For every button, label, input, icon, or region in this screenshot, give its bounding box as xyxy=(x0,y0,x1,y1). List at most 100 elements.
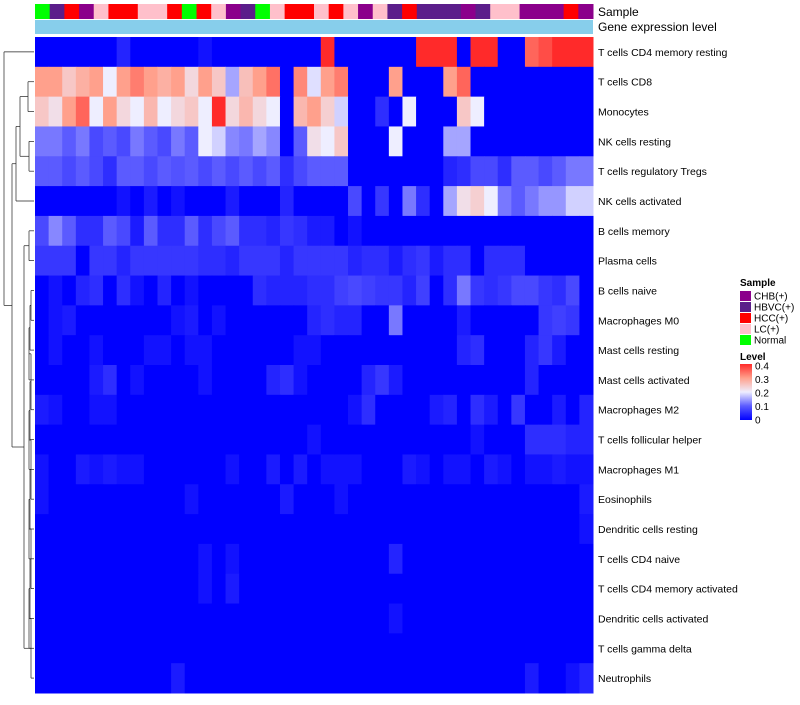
heatmap-cell xyxy=(143,543,158,575)
heatmap-cell xyxy=(252,66,267,98)
heatmap-cell xyxy=(579,394,594,426)
heatmap-cell xyxy=(429,424,444,455)
heatmap-cell xyxy=(320,603,335,634)
heatmap-cell xyxy=(143,365,158,396)
heatmap-cell xyxy=(130,543,145,575)
heatmap-cell xyxy=(579,573,594,605)
heatmap-cell xyxy=(497,335,512,366)
heatmap-cell xyxy=(402,335,417,366)
heatmap-cell xyxy=(320,573,335,605)
heatmap-cell xyxy=(252,305,267,336)
heatmap-cell xyxy=(293,484,308,515)
heatmap-cell xyxy=(348,603,363,634)
heatmap-cell xyxy=(361,215,376,247)
heatmap-cell xyxy=(293,215,308,247)
heatmap-cell xyxy=(443,215,458,247)
heatmap-cell xyxy=(239,66,254,98)
row-label: NK cells activated xyxy=(598,196,682,208)
heatmap-cell xyxy=(48,424,63,455)
heatmap-cell xyxy=(497,573,512,605)
heatmap-cell xyxy=(524,37,540,68)
heatmap-cell xyxy=(320,156,335,187)
heatmap-cell xyxy=(130,305,145,336)
heatmap-cell xyxy=(388,275,403,306)
heatmap-cell xyxy=(307,603,322,634)
heatmap-cell xyxy=(89,514,104,545)
heatmap-cell xyxy=(307,156,322,187)
heatmap-cell xyxy=(143,245,158,277)
heatmap-cell xyxy=(157,215,172,247)
heatmap-cell xyxy=(252,424,267,455)
legend-level-title: Level xyxy=(740,352,766,363)
heatmap-cell xyxy=(456,37,472,68)
heatmap-cell xyxy=(130,126,145,157)
heatmap-cell xyxy=(524,454,540,485)
heatmap-cell xyxy=(103,126,118,157)
heatmap-cell xyxy=(565,37,580,68)
heatmap-cell xyxy=(524,305,540,336)
heatmap-cell xyxy=(116,484,131,515)
heatmap-cell xyxy=(538,454,553,485)
heatmap-cell xyxy=(307,514,322,545)
heatmap-cell xyxy=(184,484,199,515)
heatmap-cell xyxy=(62,335,77,366)
heatmap-cell xyxy=(565,245,580,277)
heatmap-cell xyxy=(416,245,431,277)
heatmap-cell xyxy=(279,215,295,247)
heatmap-cell xyxy=(565,633,580,664)
heatmap-cell xyxy=(456,454,472,485)
heatmap-cell xyxy=(266,394,281,426)
heatmap-cell xyxy=(320,215,335,247)
heatmap-cell xyxy=(279,394,295,426)
heatmap-cell xyxy=(279,454,295,485)
heatmap-cell xyxy=(524,424,540,455)
heatmap-cell xyxy=(511,335,526,366)
heatmap-cell xyxy=(62,186,77,217)
row-dendrogram xyxy=(3,51,34,679)
heatmap-cell xyxy=(429,603,444,634)
heatmap-cell xyxy=(171,215,186,247)
heatmap-cell xyxy=(361,573,376,605)
heatmap-cell xyxy=(116,275,131,306)
heatmap-cell xyxy=(361,186,376,217)
heatmap-cell xyxy=(524,275,540,306)
heatmap-cell xyxy=(198,245,213,277)
heatmap-cell xyxy=(552,603,567,634)
heatmap-cell xyxy=(361,156,376,187)
heatmap-cell xyxy=(279,96,295,127)
heatmap-cell xyxy=(35,126,50,157)
heatmap-cell xyxy=(565,335,580,366)
heatmap-cell xyxy=(293,365,308,396)
heatmap-cell xyxy=(538,394,553,426)
heatmap-cell xyxy=(524,394,540,426)
sample-annotation-cell xyxy=(284,4,300,19)
heatmap-cell xyxy=(62,663,77,694)
heatmap-cell xyxy=(75,663,90,694)
heatmap-cell xyxy=(184,543,199,575)
heatmap-cell xyxy=(470,186,485,217)
heatmap-cell xyxy=(103,335,118,366)
expression-annotation-bar xyxy=(35,20,593,34)
heatmap-cell xyxy=(116,543,131,575)
heatmap-cell xyxy=(361,365,376,396)
heatmap-cell xyxy=(443,543,458,575)
heatmap-cell xyxy=(497,245,512,277)
legend-sample-title: Sample xyxy=(740,278,776,289)
legend-label: HCC(+) xyxy=(754,314,788,325)
heatmap-cell xyxy=(157,543,172,575)
heatmap-cell xyxy=(470,663,485,694)
heatmap-cell xyxy=(443,335,458,366)
heatmap-cell xyxy=(103,37,118,68)
heatmap-cell xyxy=(565,186,580,217)
heatmap-cell xyxy=(470,215,485,247)
heatmap-cell xyxy=(252,394,267,426)
heatmap-cell xyxy=(279,305,295,336)
heatmap-cell xyxy=(565,514,580,545)
heatmap-cell xyxy=(320,245,335,277)
heatmap-cell xyxy=(279,514,295,545)
sample-annotation-cell xyxy=(123,4,139,19)
heatmap-cell xyxy=(511,275,526,306)
heatmap-cell xyxy=(579,245,594,277)
heatmap-cell xyxy=(143,156,158,187)
heatmap-cell xyxy=(361,245,376,277)
